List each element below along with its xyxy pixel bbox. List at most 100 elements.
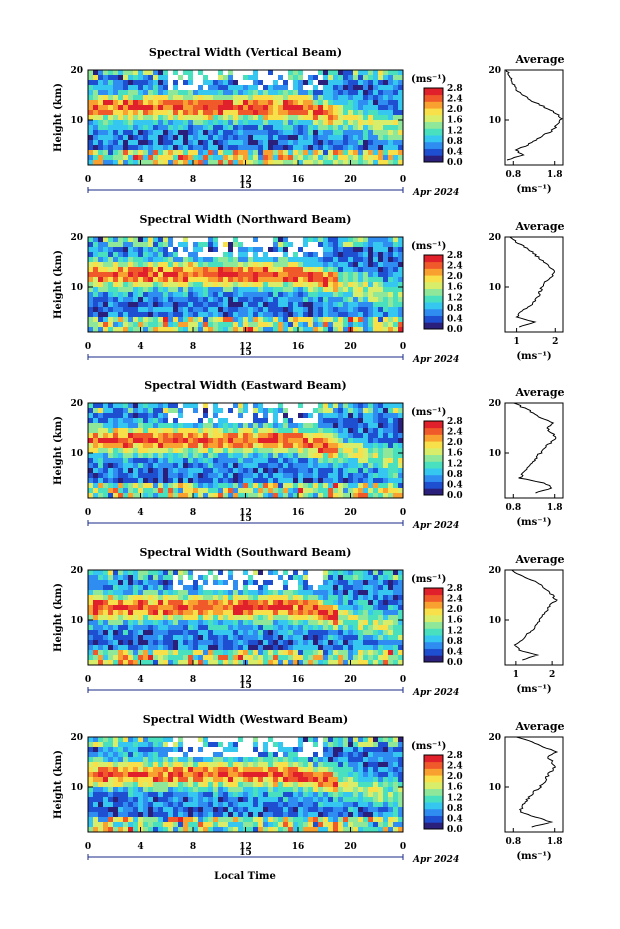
- heatmap-cell: [338, 322, 344, 328]
- heatmap-cell: [338, 595, 344, 601]
- heatmap-cell: [113, 80, 119, 86]
- heatmap-cell: [363, 155, 369, 161]
- heatmap-cell: [283, 247, 289, 253]
- heatmap-cell: [288, 95, 294, 101]
- heatmap-cell: [238, 493, 244, 499]
- heatmap-cell: [213, 282, 219, 288]
- heatmap-cell: [293, 630, 299, 636]
- heatmap-cell: [208, 423, 214, 429]
- heatmap-cell: [268, 90, 274, 96]
- heatmap-cell: [148, 277, 154, 283]
- heatmap-cell: [318, 150, 324, 156]
- heatmap-cell: [283, 575, 289, 581]
- heatmap-cell: [158, 145, 164, 151]
- heatmap-cell: [198, 473, 204, 479]
- heatmap-cell: [398, 408, 404, 414]
- heatmap-cell: [353, 160, 359, 166]
- heatmap-cell: [323, 287, 329, 293]
- heatmap-cell: [133, 317, 139, 323]
- heatmap-cell: [238, 282, 244, 288]
- heatmap-cell: [278, 327, 284, 333]
- heatmap-cell: [198, 650, 204, 656]
- heatmap-cell: [268, 590, 274, 596]
- heatmap-cell: [328, 130, 334, 136]
- heatmap-cell: [353, 125, 359, 131]
- heatmap-cell: [288, 640, 294, 646]
- heatmap-cell: [178, 595, 184, 601]
- heatmap-cell: [163, 463, 169, 469]
- heatmap-cell: [343, 403, 349, 409]
- heatmap-cell: [113, 635, 119, 641]
- heatmap-cell: [183, 125, 189, 131]
- heatmap-cell: [123, 140, 129, 146]
- heatmap-cell: [88, 413, 94, 419]
- heatmap-cell: [303, 267, 309, 273]
- heatmap-cell: [218, 120, 224, 126]
- heatmap-cell: [153, 312, 159, 318]
- heatmap-cell: [378, 443, 384, 449]
- heatmap-cell: [393, 140, 399, 146]
- y-tick-label: 10: [70, 116, 83, 126]
- heatmap-cell: [338, 327, 344, 333]
- heatmap-cell: [158, 448, 164, 454]
- heatmap-cell: [338, 267, 344, 273]
- heatmap-cell: [103, 150, 109, 156]
- heatmap-cell: [153, 488, 159, 494]
- heatmap-cell: [288, 252, 294, 258]
- heatmap-cell: [118, 413, 124, 419]
- heatmap-cell: [248, 237, 254, 243]
- heatmap-cell: [348, 105, 354, 111]
- heatmap-cell: [178, 458, 184, 464]
- heatmap-cell: [358, 600, 364, 606]
- heatmap-cell: [233, 403, 239, 409]
- heatmap-cell: [153, 428, 159, 434]
- heatmap-cell: [313, 100, 319, 106]
- heatmap-cell: [218, 473, 224, 479]
- heatmap-cell: [173, 655, 179, 661]
- heatmap-cell: [338, 403, 344, 409]
- heatmap-cell: [153, 635, 159, 641]
- heatmap-cell: [283, 630, 289, 636]
- heatmap-cell: [348, 408, 354, 414]
- heatmap-cell: [298, 287, 304, 293]
- heatmap-cell: [128, 595, 134, 601]
- heatmap-cell: [283, 267, 289, 273]
- heatmap-cell: [178, 443, 184, 449]
- heatmap-cell: [113, 307, 119, 313]
- heatmap-cell: [218, 443, 224, 449]
- heatmap-cell: [268, 408, 274, 414]
- heatmap-cell: [293, 620, 299, 626]
- heatmap-cell: [223, 433, 229, 439]
- heatmap-cell: [98, 448, 104, 454]
- heatmap-cell: [108, 160, 114, 166]
- heatmap-cell: [353, 433, 359, 439]
- heatmap-cell: [363, 317, 369, 323]
- heatmap-cell: [373, 312, 379, 318]
- heatmap-cell: [373, 100, 379, 106]
- heatmap-cell: [248, 247, 254, 253]
- heatmap-cell: [343, 287, 349, 293]
- heatmap-cell: [153, 140, 159, 146]
- heatmap-cell: [243, 418, 249, 424]
- heatmap-cell: [233, 257, 239, 263]
- heatmap-cell: [323, 615, 329, 621]
- heatmap-cell: [283, 423, 289, 429]
- heatmap-cell: [178, 403, 184, 409]
- heatmap-cell: [168, 660, 174, 666]
- heatmap-cell: [388, 160, 394, 166]
- heatmap-cell: [323, 125, 329, 131]
- heatmap-cell: [118, 85, 124, 91]
- heatmap-cell: [338, 125, 344, 131]
- heatmap-cell: [258, 257, 264, 263]
- heatmap-cell: [233, 625, 239, 631]
- y-tick-label: 10: [70, 616, 83, 626]
- heatmap-cell: [228, 605, 234, 611]
- heatmap-cell: [273, 463, 279, 469]
- heatmap-cell: [138, 428, 144, 434]
- heatmap-cell: [308, 292, 314, 298]
- heatmap-cell: [288, 100, 294, 106]
- average-line: [505, 69, 564, 161]
- heatmap-cell: [253, 423, 259, 429]
- heatmap-cell: [218, 645, 224, 651]
- heatmap-cell: [88, 272, 94, 278]
